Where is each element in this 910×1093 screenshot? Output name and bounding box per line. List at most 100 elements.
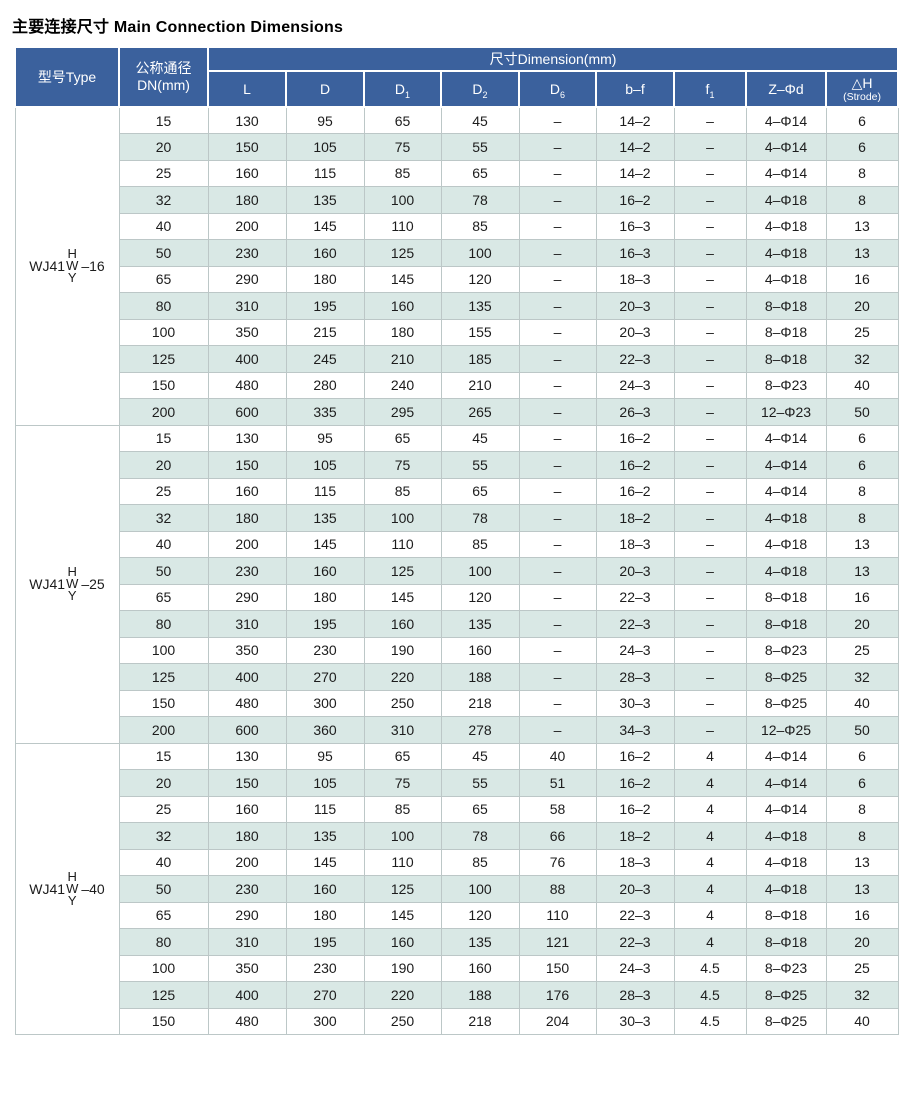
dimension-cell: 8 [825,504,899,532]
model-stack-letter: Y [67,588,77,603]
column-header-l: L [207,70,287,108]
dimension-cell: 8 [825,795,899,823]
dimension-cell: 8–Φ18 [745,318,827,346]
dimension-cell: 145 [285,530,365,558]
dimension-cell: 4–Φ18 [745,822,827,850]
dn-cell: 65 [118,901,209,929]
dimension-cell: 25 [825,954,899,982]
dimension-cell: – [673,318,747,346]
dimension-cell: 4–Φ18 [745,504,827,532]
dimension-cell: – [518,318,597,346]
dimension-cell: 115 [285,159,365,187]
dimension-cell: 16–2 [595,186,675,214]
dimension-cell: 100 [363,186,442,214]
dimension-cell: – [518,557,597,585]
dimension-cell: 400 [207,663,287,691]
dimension-cell: 65 [440,795,520,823]
dimension-cell: 120 [440,583,520,611]
column-header-zphid: Z–Φd [745,70,827,108]
dimension-cell: 180 [285,265,365,293]
dimension-cell: 240 [363,371,442,399]
dimension-cell: 24–3 [595,636,675,664]
dimension-cell: – [673,583,747,611]
dimension-cell: 350 [207,636,287,664]
dimension-cell: 40 [825,1007,899,1035]
dimension-cell: 8–Φ25 [745,981,827,1009]
dimension-cell: 350 [207,318,287,346]
dimension-cell: 4–Φ14 [745,424,827,452]
dimension-cell: 22–3 [595,928,675,956]
dimension-cell: 85 [440,530,520,558]
dimension-cell: – [673,504,747,532]
dimension-cell: 85 [363,159,442,187]
dimension-cell: 600 [207,716,287,744]
dimension-cell: 8–Φ25 [745,1007,827,1035]
dimension-cell: 480 [207,689,287,717]
dimension-cell: 204 [518,1007,597,1035]
dimension-cell: – [518,133,597,161]
dn-cell: 50 [118,239,209,267]
model-prefix: WJ41 [29,576,66,592]
dimension-cell: 100 [440,557,520,585]
dimension-cell: 16–2 [595,451,675,479]
dimension-cell: 230 [207,875,287,903]
dimension-cell: 78 [440,822,520,850]
header-row-columns: L D D1 D2 D6 b–f f1 Z–Φd △H (Strode) [15,70,900,108]
dimension-cell: 20–3 [595,557,675,585]
dimension-cell: 180 [285,583,365,611]
dimension-cell: 290 [207,583,287,611]
dimension-cell: 18–2 [595,504,675,532]
column-header-deltah: △H (Strode) [824,70,900,108]
dn-label-line1: 公称通径 [135,60,192,76]
dimension-cell: 280 [285,371,365,399]
dimension-cell: 125 [363,557,442,585]
dimension-cell: 200 [207,848,287,876]
dimension-cell: – [673,424,747,452]
dimension-cell: 4.5 [673,954,747,982]
model-stack-letter: H [67,868,77,884]
dimension-cell: 160 [285,239,365,267]
table-row: 80 310 195 160 135–22–3–8–Φ18 20 [15,610,899,638]
dimension-cell: 230 [285,954,365,982]
dimension-cell: 300 [285,1007,365,1035]
dimension-cell: 16–2 [595,742,675,770]
dn-cell: 125 [118,345,209,373]
dn-cell: 32 [118,822,209,850]
dimension-cell: 310 [363,716,442,744]
table-row: 125 400 270 220 188–28–3–8–Φ25 32 [15,663,899,691]
dimension-cell: 105 [285,769,365,797]
dn-cell: 150 [118,1007,209,1035]
dimension-cell: – [673,159,747,187]
dimension-cell: 160 [285,557,365,585]
dimension-cell: – [673,239,747,267]
table-row: 40 200 145 110 85–18–3–4–Φ18 13 [15,530,899,558]
dimension-cell: 160 [207,477,287,505]
dimension-cell: 295 [363,398,442,426]
dimension-cell: 8 [825,822,899,850]
dimension-cell: 188 [440,981,520,1009]
dn-cell: 20 [118,451,209,479]
dimension-cell: 24–3 [595,954,675,982]
dimension-cell: 95 [285,742,365,770]
dimension-cell: 8–Φ23 [745,954,827,982]
dimension-cell: 400 [207,981,287,1009]
model-label: WJ41 H W Y –40 [16,868,119,907]
dimension-cell: 160 [363,292,442,320]
dimension-cell: 13 [825,212,899,240]
dimension-cell: 88 [518,875,597,903]
dimension-cell: 4.5 [673,981,747,1009]
dimension-cell: 4–Φ18 [745,239,827,267]
dimension-cell: 125 [363,875,442,903]
dimension-cell: 22–3 [595,583,675,611]
dimension-cell: 14–2 [595,159,675,187]
dimension-table: 型号Type 公称通径 DN(mm) 尺寸Dimension(mm) L D D… [14,46,900,1035]
dimension-cell: 4–Φ14 [745,451,827,479]
dimension-cell: 40 [825,371,899,399]
column-header-d1: D1 [363,70,442,108]
table-row: 40 200 145 110 85–16–3–4–Φ18 13 [15,212,899,240]
dimension-cell: 4–Φ14 [745,133,827,161]
dimension-cell: 245 [285,345,365,373]
dimension-cell: – [518,477,597,505]
dimension-cell: 230 [285,636,365,664]
